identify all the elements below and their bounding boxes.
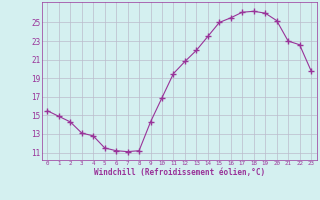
X-axis label: Windchill (Refroidissement éolien,°C): Windchill (Refroidissement éolien,°C) bbox=[94, 168, 265, 177]
